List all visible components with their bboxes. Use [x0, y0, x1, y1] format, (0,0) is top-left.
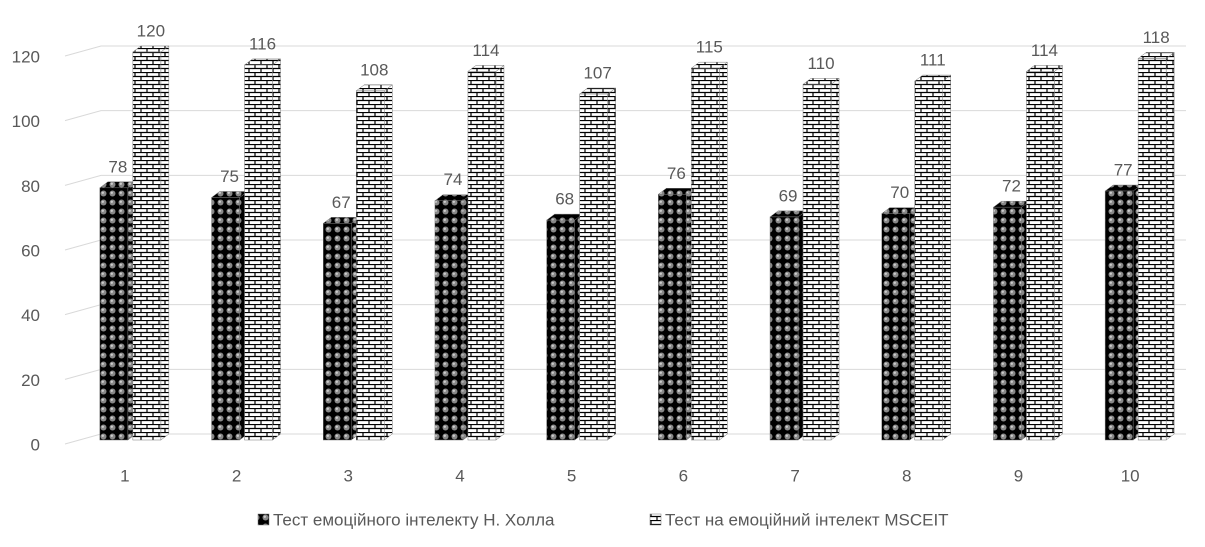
bar-side: [384, 84, 393, 441]
value-label: 114: [472, 41, 499, 60]
bar: [657, 187, 696, 441]
bar-side: [830, 77, 840, 441]
bar-front: [579, 93, 608, 441]
value-label: 118: [1143, 28, 1170, 47]
bar: [802, 77, 840, 441]
value-label: 111: [920, 51, 946, 70]
bar-side: [942, 74, 951, 441]
legend-label: Тест емоційного інтелекту Н. Холла: [273, 510, 555, 529]
bar-side: [719, 61, 728, 441]
value-label: 78: [108, 157, 127, 176]
bar-front: [881, 213, 910, 441]
bar-front: [356, 90, 385, 441]
x-tick-label: 1: [120, 466, 129, 485]
value-label: 110: [807, 54, 834, 73]
bar-side: [160, 45, 170, 441]
x-tick-label: 8: [902, 466, 911, 485]
value-label: 120: [137, 21, 165, 40]
bar-front: [802, 84, 832, 441]
y-tick-label: 120: [12, 47, 40, 66]
bar: [99, 181, 137, 441]
value-label: 77: [1114, 161, 1133, 180]
bar-front: [1137, 58, 1167, 441]
y-tick-label: 20: [21, 371, 40, 390]
bar: [1025, 64, 1064, 441]
bar: [914, 74, 952, 441]
bar-front: [467, 71, 497, 441]
bar-front: [691, 67, 720, 441]
bar-front: [993, 206, 1022, 441]
bar: [578, 87, 617, 441]
bar: [881, 207, 919, 441]
bar: [545, 213, 584, 441]
bar-side: [495, 64, 505, 441]
value-label: 67: [332, 193, 351, 212]
value-label: 72: [1002, 177, 1021, 196]
value-label: 70: [890, 183, 909, 202]
x-tick-label: 10: [1121, 466, 1140, 485]
x-tick-label: 2: [232, 466, 241, 485]
value-label: 116: [249, 34, 276, 53]
bar-front: [211, 197, 240, 441]
bar: [769, 210, 807, 441]
grid-line: [64, 110, 1186, 122]
x-tick-label: 5: [567, 466, 576, 485]
bar: [132, 45, 170, 441]
x-tick-label: 3: [344, 466, 353, 485]
bar: [322, 216, 360, 441]
bar-front: [1026, 71, 1055, 441]
bar: [690, 61, 729, 441]
bar: [1104, 184, 1142, 441]
y-tick-label: 80: [21, 177, 40, 196]
bar-front: [132, 51, 162, 441]
bar-front: [434, 200, 464, 441]
value-label: 114: [1031, 41, 1058, 60]
value-label: 75: [220, 167, 239, 186]
x-tick-label: 6: [679, 466, 688, 485]
bar: [992, 200, 1031, 441]
grid-line: [64, 45, 1186, 57]
bar-front: [769, 216, 799, 441]
value-label: 69: [779, 186, 798, 205]
bar-side: [1165, 51, 1175, 441]
bar: [434, 194, 472, 441]
legend-label: Тест на емоційний інтелект MSCEIT: [665, 510, 949, 529]
bar: [355, 84, 393, 441]
bar-side: [272, 58, 281, 441]
bar-front: [323, 223, 352, 441]
value-label: 76: [667, 164, 686, 183]
bar: [1137, 51, 1175, 441]
value-label: 107: [583, 64, 611, 83]
value-label: 68: [555, 190, 574, 209]
bar-front: [658, 194, 687, 441]
y-tick-label: 60: [21, 241, 40, 260]
bar: [243, 58, 282, 441]
bar-front: [546, 219, 575, 441]
legend-marker: [649, 513, 662, 526]
bar-front: [1104, 190, 1134, 441]
bar: [210, 191, 249, 441]
y-tick-label: 0: [31, 435, 40, 454]
value-label: 115: [696, 38, 723, 57]
x-tick-label: 7: [790, 466, 799, 485]
y-tick-label: 40: [21, 306, 40, 325]
bar-front: [244, 64, 273, 441]
bar-side: [607, 87, 616, 441]
bar-front: [99, 187, 129, 441]
x-tick-label: 9: [1014, 466, 1023, 485]
value-label: 74: [443, 170, 462, 189]
bar-front: [914, 80, 943, 441]
bar: [467, 64, 505, 441]
x-tick-label: 4: [455, 466, 464, 485]
legend-marker: [257, 513, 270, 526]
bar-side: [1054, 64, 1063, 441]
y-tick-label: 100: [12, 112, 40, 131]
value-label: 108: [360, 60, 388, 79]
